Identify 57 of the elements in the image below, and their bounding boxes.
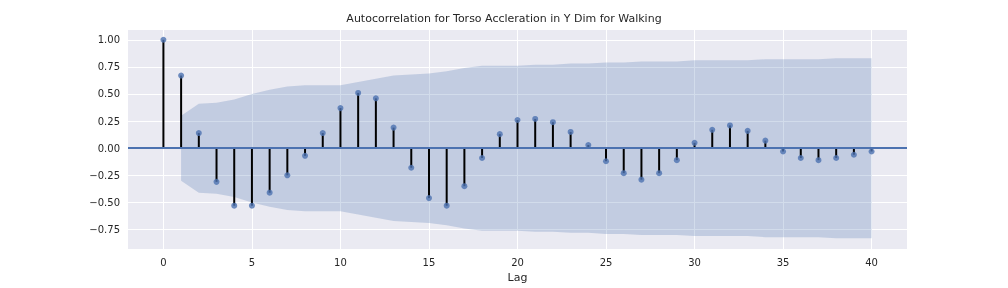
point xyxy=(302,152,309,159)
y-tick-label: −0.75 xyxy=(89,224,120,236)
point xyxy=(284,172,291,179)
point xyxy=(514,117,521,124)
point xyxy=(620,170,627,177)
x-axis-title: Lag xyxy=(507,271,528,284)
point xyxy=(319,130,326,137)
point xyxy=(372,95,379,102)
point xyxy=(337,105,344,112)
x-tick-label: 15 xyxy=(422,256,436,268)
point xyxy=(178,72,185,79)
y-tick-label: 0.75 xyxy=(97,61,120,73)
point xyxy=(762,137,769,144)
y-tick-label: 1.00 xyxy=(97,34,120,46)
point xyxy=(815,157,822,164)
point xyxy=(850,151,857,158)
point xyxy=(567,128,574,135)
y-tick-label: −0.25 xyxy=(89,169,120,181)
point xyxy=(390,124,397,131)
point xyxy=(673,157,680,164)
point xyxy=(496,131,503,138)
point xyxy=(833,154,840,161)
point xyxy=(656,170,663,177)
point xyxy=(461,183,468,190)
point xyxy=(744,127,751,134)
point xyxy=(425,195,432,202)
chart-title: Autocorrelation for Torso Accleration in Y Dim for Walking xyxy=(346,12,662,25)
point xyxy=(532,115,539,122)
x-tick-label: 10 xyxy=(334,256,347,268)
x-tick-label: 25 xyxy=(599,256,613,268)
point xyxy=(408,164,415,171)
point xyxy=(691,139,698,146)
x-tick-label: 40 xyxy=(865,256,878,268)
point xyxy=(248,202,255,209)
point xyxy=(479,154,486,161)
point xyxy=(603,158,610,165)
point xyxy=(443,202,450,209)
point xyxy=(160,36,167,43)
y-tick-label: 0.25 xyxy=(97,115,120,127)
x-tick-label: 35 xyxy=(776,256,790,268)
point xyxy=(797,154,804,161)
y-tick-label: −0.50 xyxy=(89,196,120,208)
point xyxy=(709,126,716,133)
x-tick-label: 5 xyxy=(248,256,256,268)
point xyxy=(549,119,556,126)
x-tick-label: 20 xyxy=(511,256,524,268)
point xyxy=(213,178,220,185)
point xyxy=(266,189,273,196)
point xyxy=(726,122,733,129)
point xyxy=(638,176,645,183)
x-tick-label: 0 xyxy=(160,256,167,268)
x-tick-label: 30 xyxy=(688,256,701,268)
y-tick-label: 0.00 xyxy=(97,142,120,154)
point xyxy=(195,130,202,137)
point xyxy=(355,89,362,96)
point xyxy=(231,202,238,209)
y-tick-label: 0.50 xyxy=(97,88,120,100)
